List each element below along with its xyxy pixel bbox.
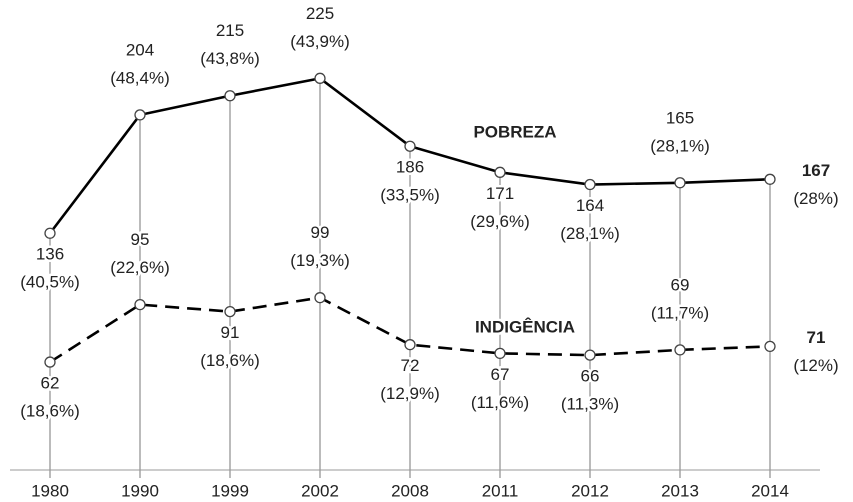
share-label: (12,9%) — [380, 384, 440, 403]
point — [764, 173, 776, 185]
data — [44, 72, 776, 368]
value-label: 99 — [311, 223, 330, 242]
point — [134, 109, 146, 121]
value-label: 136 — [36, 245, 64, 264]
point — [134, 298, 146, 311]
point — [224, 305, 236, 318]
x-tick-label: 1999 — [211, 481, 249, 500]
share-label: (48,4%) — [110, 68, 170, 87]
value-label: 91 — [221, 323, 240, 342]
value-label: 69 — [671, 275, 690, 294]
x-tick-label: 2014 — [751, 481, 789, 500]
value-label: 95 — [131, 230, 150, 249]
share-label: (43,9%) — [290, 32, 350, 51]
point — [224, 90, 236, 102]
x-tick-label: 2011 — [482, 481, 519, 500]
share-label: (19,3%) — [290, 251, 350, 270]
point — [674, 344, 686, 356]
x-tick-label: 2002 — [301, 481, 339, 500]
series-line — [49, 296, 771, 364]
value-label: 171 — [486, 184, 514, 203]
value-label: 62 — [41, 374, 60, 393]
point — [764, 340, 776, 353]
series-name: POBREZA — [473, 122, 556, 141]
share-label: (33,5%) — [380, 186, 440, 205]
point — [494, 166, 506, 178]
value-label: 204 — [126, 40, 154, 59]
value-label: 165 — [666, 108, 694, 127]
value-label: 225 — [306, 4, 334, 23]
guides — [10, 78, 820, 478]
value-label: 186 — [396, 158, 424, 177]
share-label: (28%) — [793, 189, 838, 208]
share-label: (28,1%) — [650, 136, 710, 155]
value-label: 72 — [401, 356, 420, 375]
share-label: (11,7%) — [651, 303, 709, 322]
x-tick-label: 2008 — [391, 481, 429, 500]
share-label: (11,6%) — [471, 393, 529, 412]
share-label: (43,8%) — [200, 49, 260, 68]
x-tick-label: 2012 — [571, 481, 609, 500]
labels: 1980 1990 1999 2002 2008 2011 2012 2013 2014 136 (… — [18, 1, 841, 502]
point — [674, 177, 686, 189]
value-label: 66 — [581, 367, 600, 386]
x-tick-label: 1990 — [121, 481, 159, 500]
share-label: (29,6%) — [470, 212, 530, 231]
share-label: (18,6%) — [20, 402, 80, 421]
value-label: 67 — [491, 365, 510, 384]
point — [44, 356, 56, 368]
value-label: 215 — [216, 21, 244, 40]
point — [584, 349, 596, 361]
share-label: (22,6%) — [110, 258, 170, 277]
point — [314, 72, 326, 84]
point — [404, 140, 416, 152]
series-name: INDIGÊNCIA — [475, 317, 575, 336]
point — [584, 178, 596, 191]
value-label: 164 — [576, 196, 604, 215]
point — [404, 339, 416, 351]
point — [44, 227, 56, 239]
share-label: (28,1%) — [560, 224, 620, 243]
point — [494, 347, 506, 360]
share-label: (12%) — [793, 356, 838, 375]
share-label: (11,3%) — [561, 395, 619, 414]
share-label: (40,5%) — [20, 273, 80, 292]
x-tick-label: 2013 — [661, 481, 699, 500]
point — [314, 292, 326, 304]
value-label: 71 — [807, 328, 826, 347]
x-tick-label: 1980 — [31, 481, 69, 500]
share-label: (18,6%) — [200, 351, 260, 370]
value-label: 167 — [802, 161, 830, 180]
